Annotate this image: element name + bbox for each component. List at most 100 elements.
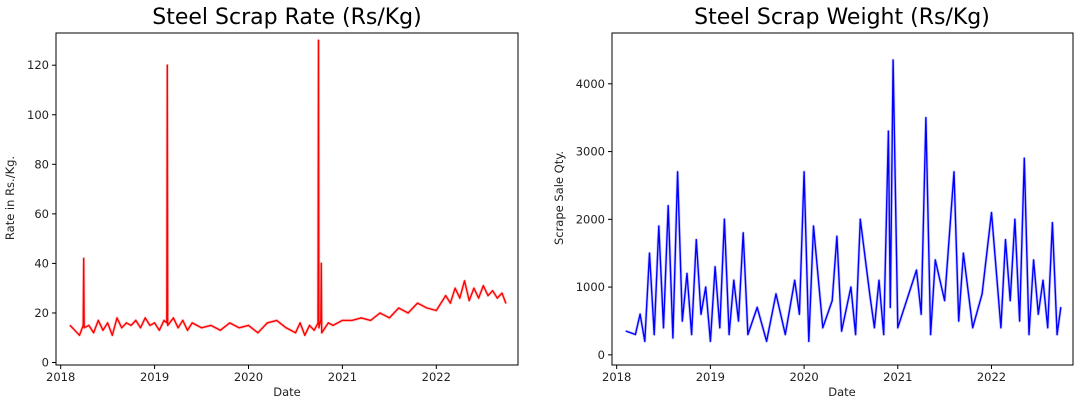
- weight-chart-y-tick-label: 0: [598, 348, 605, 362]
- weight-chart-data-point: [714, 266, 716, 268]
- rate-chart-data-point: [182, 319, 184, 321]
- weight-chart-data-point: [953, 171, 955, 173]
- rate-chart-data-point: [459, 297, 461, 299]
- rate-chart-data-point: [370, 319, 372, 321]
- weight-chart-data-point: [869, 293, 871, 295]
- rate-chart-data-point: [219, 329, 221, 331]
- rate-chart-y-tick-label: 20: [34, 306, 49, 320]
- rate-chart-data-point: [317, 322, 319, 324]
- weight-chart-data-point: [1060, 306, 1062, 308]
- weight-chart-data-point: [644, 340, 646, 342]
- rate-chart-data-point: [107, 322, 109, 324]
- rate-chart-data-point: [501, 292, 503, 294]
- weight-chart-data-point: [934, 259, 936, 261]
- rate-chart-data-point: [88, 324, 90, 326]
- rate-chart-data-point: [379, 312, 381, 314]
- weight-chart-data-point: [822, 327, 824, 329]
- rate-chart-data-point: [317, 39, 320, 42]
- rate-chart-x-tick-label: 2018: [46, 370, 75, 384]
- weight-chart-data-point: [691, 333, 693, 336]
- weight-chart-data-point: [855, 333, 857, 336]
- weight-chart-frame: [611, 32, 1074, 366]
- weight-chart-y-tick-label: 3000: [576, 145, 605, 159]
- rate-chart-data-point: [125, 322, 127, 324]
- weight-chart-plot: 2018 2019 2020 2021 2022 0 1000 2000 3000 4000: [576, 58, 1063, 384]
- weight-chart-ylabel: Scrape Sale Qty.: [552, 151, 566, 245]
- rate-chart-data-point: [473, 287, 475, 289]
- rate-chart-data-point: [398, 307, 400, 309]
- rate-chart-data-point: [69, 324, 71, 326]
- rate-chart-data-point: [351, 319, 353, 321]
- weight-chart-data-point: [1028, 333, 1030, 336]
- rate-chart-data-point: [97, 319, 99, 321]
- rate-chart-data-point: [167, 324, 169, 326]
- rate-chart-data-point: [200, 327, 203, 329]
- weight-chart-data-point: [958, 320, 960, 322]
- weight-chart-data-point: [695, 239, 697, 241]
- rate-chart-y-tick-label: 40: [34, 256, 49, 270]
- rate-chart-data-point: [93, 332, 95, 334]
- weight-chart-data-point: [1023, 157, 1025, 159]
- rate-chart-data-point: [320, 262, 322, 264]
- weight-chart-data-point: [653, 333, 655, 336]
- weight-chart-data-point: [1000, 327, 1002, 329]
- weight-chart-data-point: [733, 279, 735, 281]
- weight-chart-data-point: [742, 232, 744, 234]
- weight-chart-data-point: [925, 117, 927, 119]
- rate-chart-y-tick-label: 0: [42, 356, 49, 370]
- weight-chart-x-tick-label: 2022: [977, 370, 1006, 384]
- weight-chart-y-tick-label: 1000: [576, 280, 605, 294]
- rate-chart-y-tick-label: 120: [27, 58, 49, 72]
- rate-chart-data-point: [468, 300, 470, 302]
- rate-chart-data-point: [135, 319, 137, 321]
- rate-chart-xlabel: Date: [273, 385, 301, 399]
- rate-chart-data-point: [487, 295, 489, 297]
- rate-chart-data-point: [238, 327, 240, 329]
- rate-chart-data-point: [360, 317, 362, 319]
- weight-chart-data-point: [1004, 239, 1007, 241]
- weight-chart-data-point: [709, 340, 712, 342]
- rate-chart-data-point: [416, 302, 419, 304]
- weight-chart-data-point: [972, 327, 974, 329]
- rate-chart-data-point: [321, 332, 323, 334]
- weight-chart-data-point: [672, 337, 674, 339]
- weight-chart-data-point: [794, 279, 796, 281]
- weight-chart-data-point: [662, 327, 665, 329]
- rate-chart-series-line-rate: [69, 39, 507, 336]
- weight-chart-data-point: [1033, 259, 1035, 261]
- rate-chart-y-tick-label: 60: [34, 207, 49, 221]
- weight-chart-data-point: [784, 333, 786, 336]
- rate-chart-x-tick-label: 2020: [234, 370, 263, 384]
- weight-chart-data-point: [887, 130, 890, 132]
- weight-chart-series-band: [625, 58, 1063, 343]
- weight-chart-data-point: [677, 171, 679, 173]
- weight-chart-data-point: [648, 252, 651, 254]
- rate-chart-data-point: [478, 297, 480, 299]
- rate-chart-data-point: [177, 327, 179, 329]
- weight-chart-data-point: [803, 171, 805, 173]
- weight-chart-x-tick-label: 2021: [883, 370, 912, 384]
- rate-chart-data-point: [266, 322, 268, 324]
- rate-chart-data-point: [121, 327, 123, 329]
- weight-chart-data-point: [639, 313, 641, 315]
- weight-chart-data-point: [705, 286, 707, 288]
- weight-chart-data-point: [944, 300, 946, 302]
- rate-chart-x-tick-label: 2021: [328, 370, 357, 384]
- rate-chart-data-point: [247, 324, 250, 326]
- weight-chart-y-tick-label: 4000: [576, 77, 605, 91]
- weight-chart-data-point: [775, 293, 777, 295]
- rate-chart-y-tick-label: 80: [34, 157, 49, 171]
- rate-chart-data-point: [82, 324, 84, 326]
- weight-chart-data-point: [889, 306, 891, 308]
- rate-chart-data-point: [111, 334, 113, 336]
- weight-chart-x-tick-label: 2018: [602, 370, 631, 384]
- rate-chart-data-point: [116, 317, 118, 319]
- weight-chart-data-point: [878, 279, 880, 281]
- weight-chart-data-point: [747, 333, 749, 336]
- rate-chart-data-point: [210, 324, 212, 326]
- rate-chart-data-point: [172, 317, 174, 319]
- rate-chart-data-point: [388, 317, 390, 319]
- rate-chart-data-point: [191, 322, 193, 324]
- rate-chart-data-point: [299, 322, 301, 324]
- weight-chart-data-point: [700, 313, 702, 315]
